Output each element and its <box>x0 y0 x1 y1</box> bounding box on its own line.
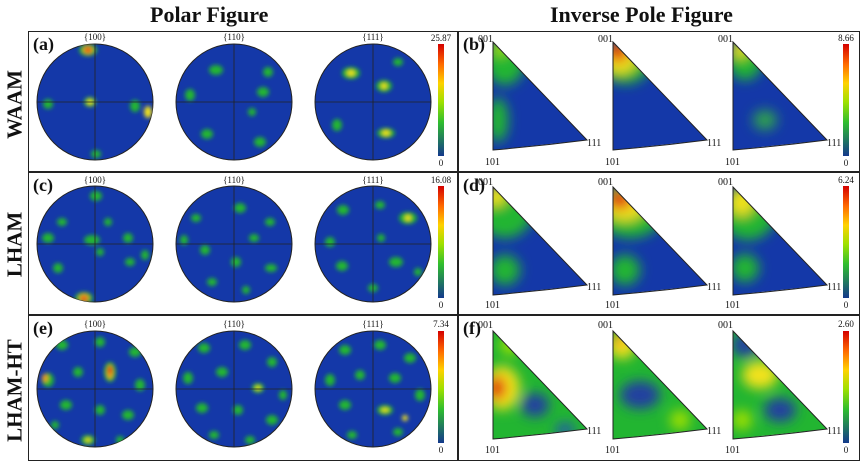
pole-figure-lham-ht-111 <box>314 330 432 448</box>
ipf-corner-111: 111 <box>707 282 722 293</box>
colorbar-pf-lham <box>438 186 444 298</box>
ipf-corner-101: 101 <box>485 157 500 168</box>
ipf-corner-001: 001 <box>478 34 493 45</box>
colorbar-max-label: 8.66 <box>838 33 854 43</box>
ipf-panel-waam: (b) <box>458 31 860 172</box>
ipf-panel-lham: (d) <box>458 172 860 315</box>
family-label-100: {100} <box>83 32 107 42</box>
colorbar-max-label: 25.87 <box>430 33 452 43</box>
ipf-corner-111: 111 <box>707 426 722 437</box>
pole-figure-lham-ht-100 <box>36 330 154 448</box>
colorbar-min-label: 0 <box>843 445 849 455</box>
ipf-corner-111: 111 <box>587 426 602 437</box>
panel-label-c: (c) <box>33 175 53 195</box>
colorbar-pf-lham-ht <box>438 331 444 443</box>
pole-figure-waam-100 <box>36 43 154 161</box>
ipf-corner-111: 111 <box>587 282 602 293</box>
pole-figure-lham-111 <box>314 185 432 303</box>
colorbar-max-label: 16.08 <box>430 175 452 185</box>
colorbar-min-label: 0 <box>843 158 849 168</box>
panel-label-e: (e) <box>33 318 53 338</box>
panel-label-f: (f) <box>463 318 481 338</box>
colorbar-max-label: 7.34 <box>433 319 449 329</box>
ipf-lham-1 <box>492 185 589 296</box>
ipf-corner-001: 001 <box>718 320 733 331</box>
ipf-lham-3 <box>732 185 829 296</box>
pole-figure-waam-110 <box>175 43 293 161</box>
ipf-waam-2 <box>612 40 709 151</box>
ipf-corner-111: 111 <box>827 282 842 293</box>
family-label-110: {110} <box>223 175 245 185</box>
family-label-111: {111} <box>362 32 384 42</box>
polar-figure-header: Polar Figure <box>150 2 269 27</box>
ipf-corner-101: 101 <box>605 445 620 456</box>
ipf-corner-001: 001 <box>478 320 493 331</box>
colorbar-ipf-lham <box>843 186 849 298</box>
family-label-100: {100} <box>83 175 107 185</box>
colorbar-ipf-waam <box>843 44 849 156</box>
panel-label-d: (d) <box>463 175 485 195</box>
ipf-corner-111: 111 <box>707 138 722 149</box>
ipf-corner-111: 111 <box>827 138 842 149</box>
family-label-111: {111} <box>362 175 384 185</box>
family-label-100: {100} <box>83 319 107 329</box>
ipf-lham-2 <box>612 185 709 296</box>
panel-label-b: (b) <box>463 34 485 54</box>
ipf-corner-101: 101 <box>725 445 740 456</box>
ipf-waam-1 <box>492 40 589 151</box>
colorbar-max-label: 2.60 <box>838 319 854 329</box>
ipf-lham-ht-1 <box>492 329 589 440</box>
ipf-corner-001: 001 <box>598 177 613 188</box>
family-label-111: {111} <box>362 319 384 329</box>
pf-panel-waam: (a) <box>28 31 458 172</box>
ipf-corner-101: 101 <box>485 445 500 456</box>
ipf-corner-001: 001 <box>598 34 613 45</box>
colorbar-ipf-lham-ht <box>843 331 849 443</box>
ipf-lham-ht-2 <box>612 329 709 440</box>
colorbar-max-label: 6.24 <box>838 175 854 185</box>
ipf-corner-111: 111 <box>827 426 842 437</box>
colorbar-min-label: 0 <box>438 300 444 310</box>
ipf-corner-101: 101 <box>725 300 740 311</box>
colorbar-min-label: 0 <box>438 158 444 168</box>
colorbar-pf-waam <box>438 44 444 156</box>
ipf-corner-001: 001 <box>718 34 733 45</box>
ipf-corner-101: 101 <box>605 157 620 168</box>
panel-label-a: (a) <box>33 34 54 54</box>
pf-panel-lham: (c) <box>28 172 458 315</box>
ipf-lham-ht-3 <box>732 329 829 440</box>
colorbar-min-label: 0 <box>843 300 849 310</box>
pole-figure-lham-100 <box>36 185 154 303</box>
pole-figure-waam-111 <box>314 43 432 161</box>
ipf-panel-lham-ht: (f) <box>458 315 860 461</box>
ipf-corner-001: 001 <box>718 177 733 188</box>
colorbar-min-label: 0 <box>438 445 444 455</box>
ipf-corner-101: 101 <box>725 157 740 168</box>
ipf-corner-101: 101 <box>485 300 500 311</box>
ipf-waam-3 <box>732 40 829 151</box>
ipf-corner-101: 101 <box>605 300 620 311</box>
family-label-110: {110} <box>223 32 245 42</box>
pole-figure-lham-110 <box>175 185 293 303</box>
ipf-corner-001: 001 <box>598 320 613 331</box>
ipf-corner-111: 111 <box>587 138 602 149</box>
pf-panel-lham-ht: (e) <box>28 315 458 461</box>
family-label-110: {110} <box>223 319 245 329</box>
pole-figure-lham-ht-110 <box>175 330 293 448</box>
ipf-corner-001: 001 <box>478 177 493 188</box>
inverse-pole-figure-header: Inverse Pole Figure <box>550 2 733 27</box>
